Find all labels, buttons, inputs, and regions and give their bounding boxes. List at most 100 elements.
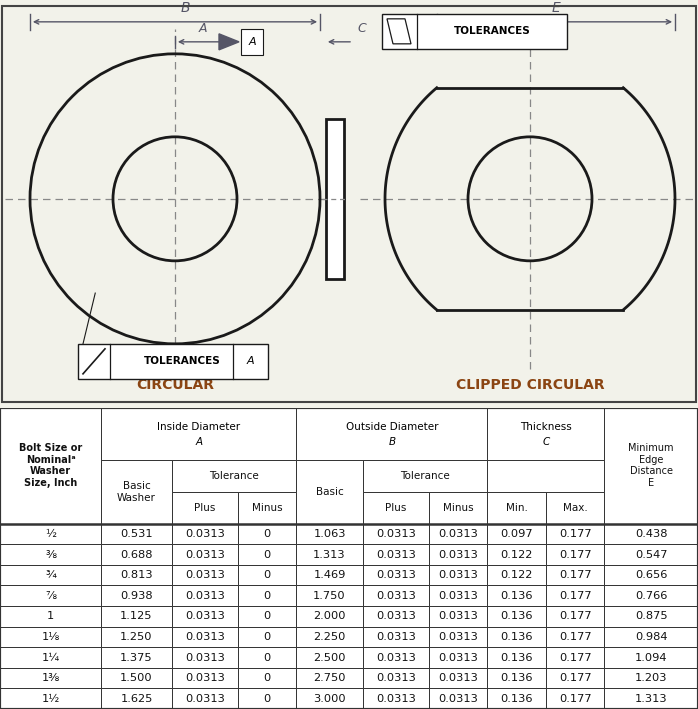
- Bar: [101, 627, 172, 647]
- Bar: [429, 586, 487, 606]
- Bar: [297, 606, 363, 627]
- Text: ⅞: ⅞: [45, 591, 57, 601]
- Text: 0.177: 0.177: [559, 652, 591, 662]
- Bar: [238, 545, 297, 565]
- Bar: [546, 606, 604, 627]
- Text: 0.136: 0.136: [500, 673, 533, 683]
- Text: Plus: Plus: [194, 503, 216, 513]
- Bar: [0, 688, 101, 709]
- Bar: [429, 627, 487, 647]
- Text: Outside Diameter: Outside Diameter: [346, 422, 438, 432]
- Bar: [297, 408, 487, 460]
- Text: 0.0313: 0.0313: [438, 529, 478, 539]
- Text: E: E: [551, 1, 560, 15]
- Bar: [363, 647, 429, 668]
- Text: ¾: ¾: [45, 570, 57, 580]
- Bar: [0, 627, 101, 647]
- Bar: [487, 545, 546, 565]
- Text: 0.0313: 0.0313: [185, 632, 225, 642]
- Text: 1⅛: 1⅛: [42, 632, 60, 642]
- Bar: [604, 408, 698, 524]
- Text: 0.0313: 0.0313: [438, 570, 478, 580]
- Bar: [363, 565, 429, 586]
- Text: 0: 0: [263, 611, 271, 621]
- Text: 2.500: 2.500: [313, 652, 346, 662]
- Bar: [0, 408, 101, 524]
- Text: 0: 0: [263, 570, 271, 580]
- Bar: [238, 524, 297, 545]
- Bar: [604, 606, 698, 627]
- Text: 0.122: 0.122: [500, 570, 533, 580]
- Bar: [487, 492, 546, 524]
- Text: 0: 0: [263, 652, 271, 662]
- Text: 1.375: 1.375: [120, 652, 153, 662]
- Text: A: A: [199, 22, 207, 35]
- Bar: [546, 524, 604, 545]
- Bar: [487, 627, 546, 647]
- Bar: [238, 565, 297, 586]
- Bar: [238, 668, 297, 688]
- Bar: [604, 586, 698, 606]
- Text: 0: 0: [263, 693, 271, 704]
- Text: Bolt Size or
Nominalᵃ
Washer
Size, Inch: Bolt Size or Nominalᵃ Washer Size, Inch: [19, 443, 82, 488]
- Text: Thickness: Thickness: [520, 422, 572, 432]
- Text: 0.0313: 0.0313: [438, 693, 478, 704]
- Text: A: A: [248, 37, 255, 47]
- Bar: [604, 565, 698, 586]
- Bar: [297, 524, 363, 545]
- Bar: [172, 586, 238, 606]
- Bar: [172, 545, 238, 565]
- Text: Basic: Basic: [315, 487, 343, 497]
- Bar: [487, 408, 604, 460]
- Text: 0.813: 0.813: [120, 570, 153, 580]
- Bar: [297, 627, 363, 647]
- Text: 1½: 1½: [42, 693, 60, 704]
- Bar: [0, 668, 101, 688]
- Text: CIRCULAR: CIRCULAR: [136, 378, 214, 392]
- Bar: [429, 688, 487, 709]
- Text: B: B: [180, 1, 190, 15]
- Text: Minimum
Edge
Distance
E: Minimum Edge Distance E: [628, 443, 674, 488]
- Bar: [172, 688, 238, 709]
- Bar: [363, 668, 429, 688]
- Text: 0.0313: 0.0313: [438, 549, 478, 559]
- Text: C: C: [542, 437, 549, 447]
- Bar: [101, 565, 172, 586]
- Text: Tolerance: Tolerance: [400, 471, 450, 481]
- Text: 1.125: 1.125: [120, 611, 153, 621]
- Bar: [546, 627, 604, 647]
- Bar: [363, 460, 487, 492]
- Text: 0.122: 0.122: [500, 549, 533, 559]
- Text: 0.0313: 0.0313: [438, 652, 478, 662]
- Text: 0.0313: 0.0313: [376, 570, 416, 580]
- Text: Minus: Minus: [252, 503, 283, 513]
- Bar: [546, 586, 604, 606]
- Bar: [0, 545, 101, 565]
- Bar: [172, 668, 238, 688]
- Text: TOLERANCES: TOLERANCES: [454, 26, 530, 36]
- Bar: [172, 524, 238, 545]
- Text: 1: 1: [47, 611, 54, 621]
- Text: 1⅜: 1⅜: [42, 673, 60, 683]
- Text: Min.: Min.: [506, 503, 528, 513]
- Bar: [238, 492, 297, 524]
- Bar: [101, 408, 297, 460]
- Text: 0.0313: 0.0313: [185, 529, 225, 539]
- Text: 0.688: 0.688: [120, 549, 153, 559]
- Bar: [604, 688, 698, 709]
- Text: 0.0313: 0.0313: [185, 611, 225, 621]
- Text: 0.438: 0.438: [635, 529, 667, 539]
- Text: 0.547: 0.547: [635, 549, 667, 559]
- Bar: [241, 29, 263, 55]
- Bar: [101, 668, 172, 688]
- Text: 2.000: 2.000: [313, 611, 346, 621]
- Text: 0.0313: 0.0313: [376, 529, 416, 539]
- Text: ⅜: ⅜: [45, 549, 57, 559]
- Bar: [101, 647, 172, 668]
- Text: 0: 0: [263, 529, 271, 539]
- Polygon shape: [387, 19, 411, 44]
- Text: 1¼: 1¼: [42, 652, 60, 662]
- Bar: [487, 606, 546, 627]
- Bar: [101, 606, 172, 627]
- Bar: [487, 688, 546, 709]
